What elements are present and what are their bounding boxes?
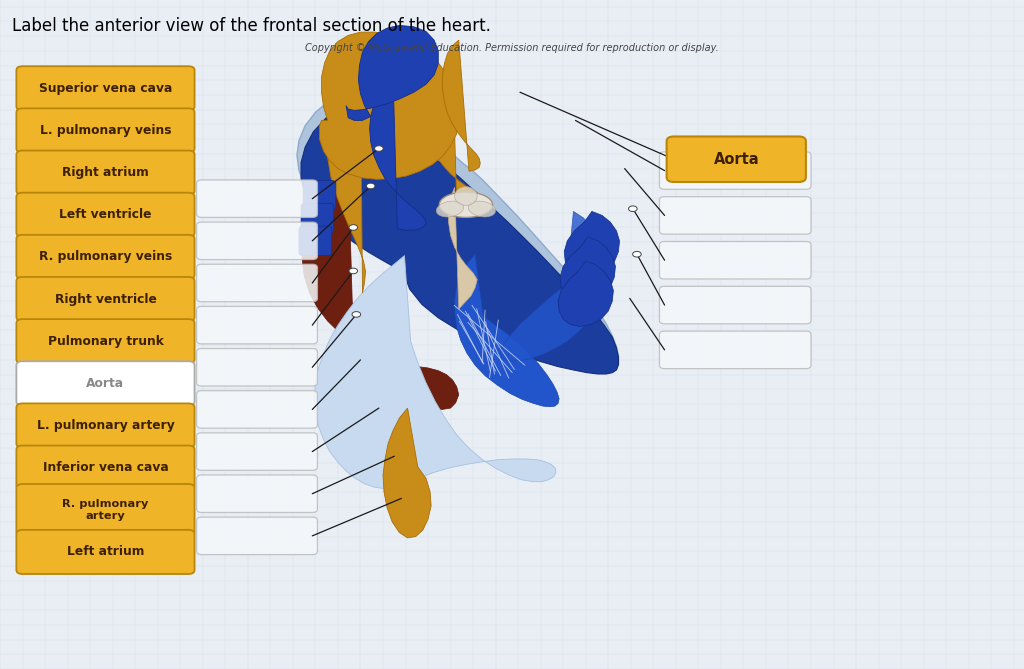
Polygon shape <box>302 161 459 409</box>
Polygon shape <box>449 187 477 309</box>
Ellipse shape <box>439 192 493 217</box>
Ellipse shape <box>455 187 477 205</box>
FancyBboxPatch shape <box>16 66 195 110</box>
Text: L. pulmonary veins: L. pulmonary veins <box>40 124 171 137</box>
Circle shape <box>633 252 641 257</box>
Text: Label the anterior view of the frontal section of the heart.: Label the anterior view of the frontal s… <box>12 17 492 35</box>
Polygon shape <box>301 70 618 374</box>
Ellipse shape <box>468 201 496 217</box>
FancyBboxPatch shape <box>16 235 195 279</box>
Circle shape <box>352 312 360 317</box>
Ellipse shape <box>436 201 464 217</box>
FancyBboxPatch shape <box>659 331 811 369</box>
FancyBboxPatch shape <box>659 197 811 234</box>
Text: Left ventricle: Left ventricle <box>59 208 152 221</box>
Circle shape <box>375 146 383 151</box>
FancyBboxPatch shape <box>197 433 317 470</box>
Polygon shape <box>297 67 618 373</box>
Text: R. pulmonary veins: R. pulmonary veins <box>39 250 172 264</box>
Polygon shape <box>327 68 366 293</box>
FancyBboxPatch shape <box>16 403 195 448</box>
Circle shape <box>367 183 375 189</box>
FancyBboxPatch shape <box>303 181 336 210</box>
FancyBboxPatch shape <box>659 152 811 189</box>
FancyBboxPatch shape <box>197 222 317 260</box>
Polygon shape <box>370 82 426 230</box>
Polygon shape <box>558 261 613 326</box>
Polygon shape <box>564 211 620 277</box>
Polygon shape <box>346 25 438 120</box>
FancyBboxPatch shape <box>16 193 195 237</box>
FancyBboxPatch shape <box>16 361 195 405</box>
FancyBboxPatch shape <box>197 391 317 428</box>
FancyBboxPatch shape <box>16 530 195 574</box>
FancyBboxPatch shape <box>197 264 317 302</box>
Text: R. pulmonary
artery: R. pulmonary artery <box>62 499 148 520</box>
FancyBboxPatch shape <box>16 277 195 321</box>
Text: Copyright © McGraw-Hill Education. Permission required for reproduction or displ: Copyright © McGraw-Hill Education. Permi… <box>305 43 719 54</box>
FancyBboxPatch shape <box>299 226 332 256</box>
FancyBboxPatch shape <box>659 242 811 279</box>
Text: L. pulmonary artery: L. pulmonary artery <box>37 419 174 432</box>
Text: Pulmonary trunk: Pulmonary trunk <box>47 334 164 348</box>
Text: Aorta: Aorta <box>86 377 125 390</box>
FancyBboxPatch shape <box>16 446 195 490</box>
FancyBboxPatch shape <box>197 475 317 512</box>
Circle shape <box>349 268 357 274</box>
FancyBboxPatch shape <box>197 180 317 217</box>
Polygon shape <box>383 408 431 538</box>
Polygon shape <box>442 40 480 171</box>
Text: Left atrium: Left atrium <box>67 545 144 559</box>
FancyBboxPatch shape <box>301 203 334 233</box>
Text: Aorta: Aorta <box>714 152 759 167</box>
Polygon shape <box>455 254 559 407</box>
Polygon shape <box>424 64 478 205</box>
FancyBboxPatch shape <box>16 108 195 153</box>
Text: Right ventricle: Right ventricle <box>54 292 157 306</box>
Polygon shape <box>560 237 615 302</box>
FancyBboxPatch shape <box>16 151 195 195</box>
Polygon shape <box>314 256 556 488</box>
FancyBboxPatch shape <box>659 286 811 324</box>
FancyBboxPatch shape <box>16 319 195 363</box>
Circle shape <box>629 206 637 211</box>
Polygon shape <box>319 32 459 179</box>
Text: Inferior vena cava: Inferior vena cava <box>43 461 168 474</box>
FancyBboxPatch shape <box>16 484 195 535</box>
FancyBboxPatch shape <box>197 306 317 344</box>
Text: Right atrium: Right atrium <box>62 166 148 179</box>
FancyBboxPatch shape <box>197 349 317 386</box>
Circle shape <box>349 225 357 230</box>
FancyBboxPatch shape <box>197 517 317 555</box>
FancyBboxPatch shape <box>667 136 806 182</box>
Polygon shape <box>500 211 604 361</box>
Text: Superior vena cava: Superior vena cava <box>39 82 172 95</box>
